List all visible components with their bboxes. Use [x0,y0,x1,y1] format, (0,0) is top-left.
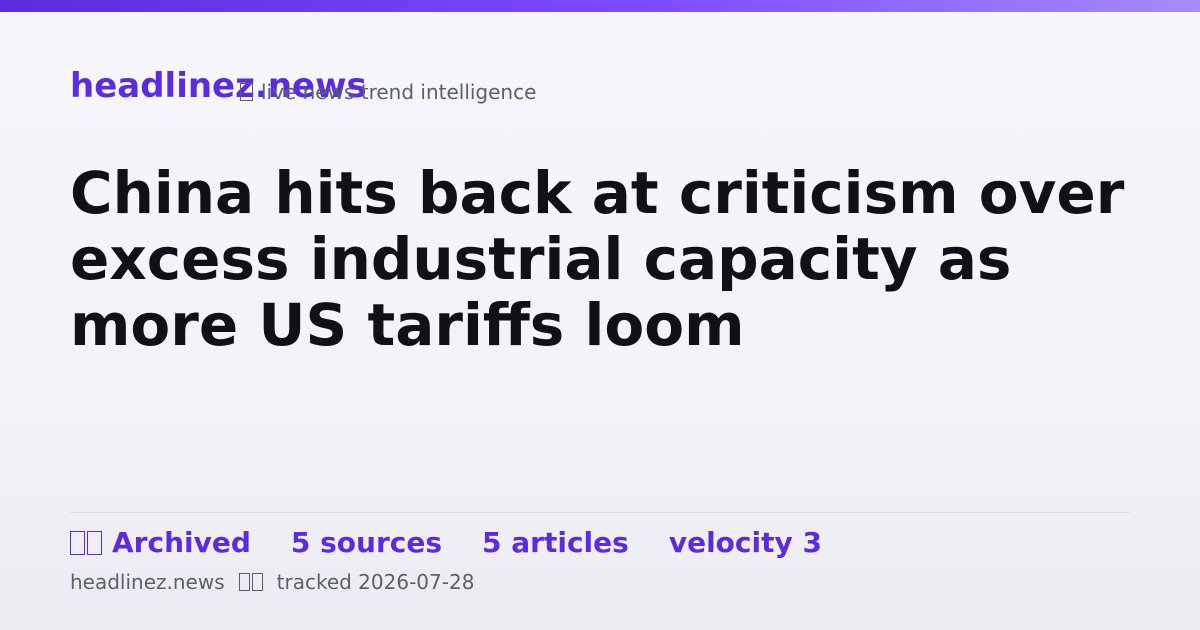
stats-row: Archived 5 sources 5 articles velocity 3 [70,526,862,559]
stat: 5 sources [290,526,443,559]
icon [251,573,263,591]
tagline-row: live news trend intelligence [240,80,536,104]
headline: China hits back at criticism over excess… [70,159,1125,359]
stat: velocity 3 [668,526,822,559]
icon [70,530,85,555]
tagline: live news trend intelligence [261,80,537,104]
brand: headlinez.news [70,66,367,106]
top-bar [0,0,1200,12]
icon [238,573,250,591]
icon [240,83,253,101]
footer: headlinez.news tracked 2026-07-28 [70,570,474,594]
icon [87,530,102,555]
footer-site: headlinez.news [70,570,225,594]
stat: Archived [112,526,251,559]
stat: 5 articles [482,526,629,559]
divider [70,512,1130,513]
footer-tracked: tracked 2026-07-28 [276,570,475,594]
